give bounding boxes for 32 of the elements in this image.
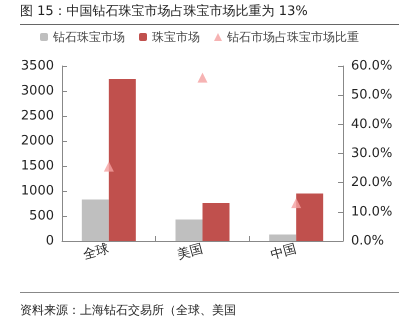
bar (296, 194, 324, 241)
y-tick-label: 500 (29, 208, 54, 224)
y2-tick-label: 30.0% (351, 146, 392, 161)
chart-title: 图 15：中国钻石珠宝市场占珠宝市场比重为 13% (20, 2, 399, 25)
point (291, 198, 302, 208)
x-tick-label: 美国 (175, 240, 204, 263)
bar (176, 220, 202, 241)
text: 资料来源：上海钻石交易所（全球、美国 (20, 292, 399, 319)
y-tick-label: 2000 (20, 134, 54, 148)
point (104, 162, 114, 172)
bar (202, 203, 230, 241)
bar (82, 200, 109, 241)
y-tick-label: 2500 (20, 108, 54, 124)
y2-tick-label: 40.0% (351, 116, 392, 132)
y2-tick-label: 50.0% (351, 88, 392, 103)
legend-label: 钻石珠宝市场 (52, 30, 125, 44)
y-tick-label: 1500 (20, 158, 54, 174)
point (198, 72, 208, 83)
y2-tick-label: 0.0% (351, 234, 384, 248)
bar (108, 79, 136, 241)
y-tick-label: 3000 (20, 84, 54, 98)
x-tick-label: 中国 (269, 242, 298, 263)
y-tick-label: 1000 (20, 184, 54, 198)
legend-label: 珠宝市场 (152, 30, 200, 44)
x-tick-label: 全球 (82, 242, 111, 263)
y2-tick-label: 20.0% (351, 175, 392, 190)
y2-tick-label: 10.0% (351, 204, 392, 220)
y2-tick-label: 60.0% (351, 58, 392, 74)
bar (269, 234, 296, 241)
legend-label: 钻石市场占珠宝市场比重 (226, 30, 359, 44)
y-tick-label: 0 (46, 234, 54, 248)
y-tick-label: 3500 (20, 58, 54, 74)
